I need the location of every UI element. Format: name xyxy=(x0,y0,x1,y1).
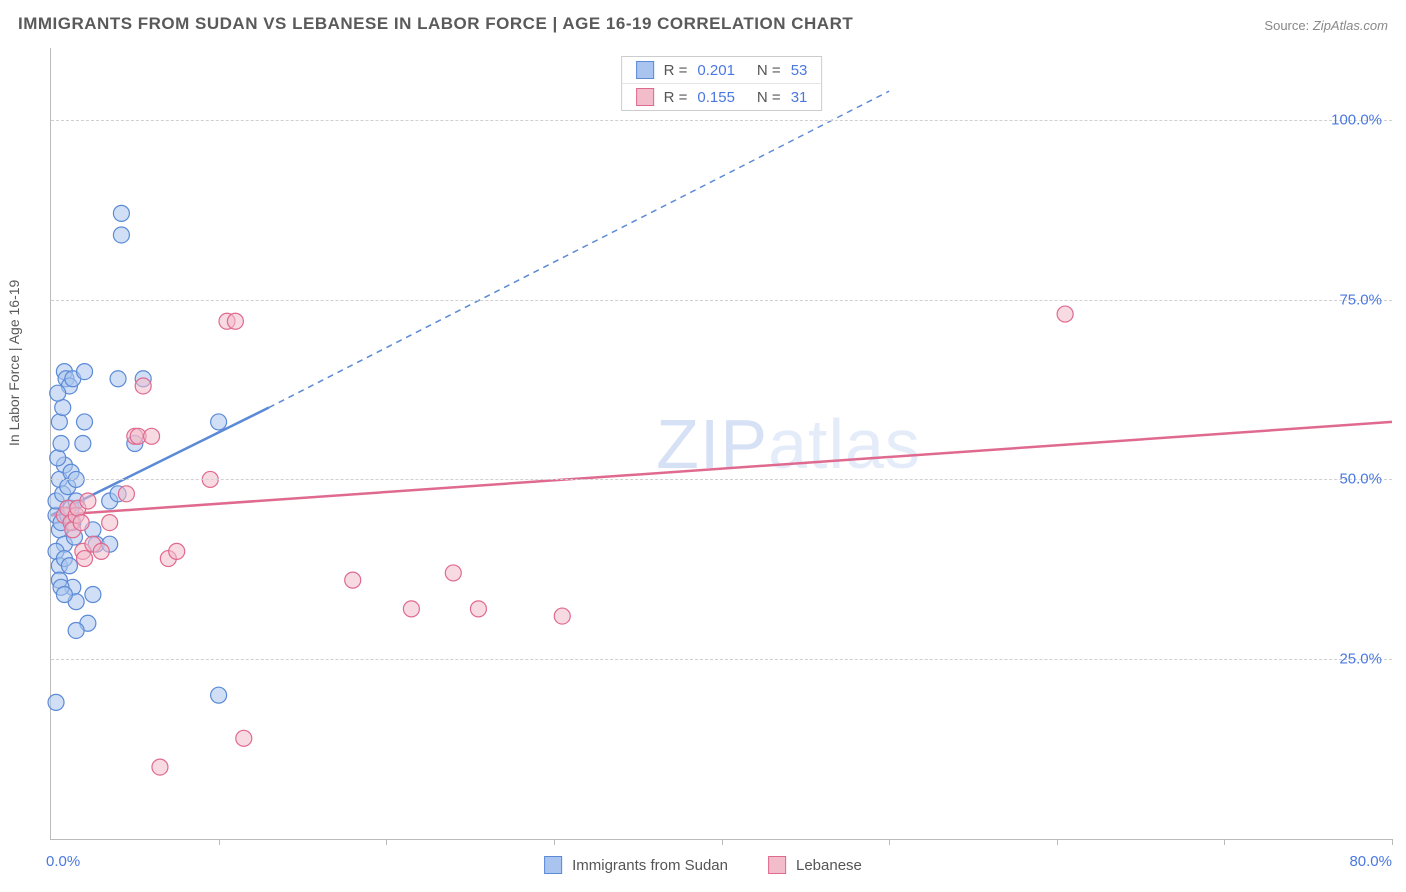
data-point xyxy=(118,486,134,502)
legend-swatch xyxy=(544,856,562,874)
data-point xyxy=(56,587,72,603)
data-point xyxy=(73,515,89,531)
legend-label: Immigrants from Sudan xyxy=(572,857,728,874)
gridline xyxy=(51,659,1392,660)
source-citation: Source: ZipAtlas.com xyxy=(1264,18,1388,33)
data-point xyxy=(48,694,64,710)
legend-swatch xyxy=(768,856,786,874)
bottom-legend: Immigrants from Sudan Lebanese xyxy=(544,856,862,874)
data-point xyxy=(211,687,227,703)
source-label: Source: xyxy=(1264,18,1309,33)
data-point xyxy=(1057,306,1073,322)
data-point xyxy=(113,227,129,243)
stats-n-label: N = xyxy=(757,62,781,79)
stats-r-value: 0.155 xyxy=(697,89,735,106)
legend-item: Immigrants from Sudan xyxy=(544,856,728,874)
y-tick-label: 25.0% xyxy=(1339,651,1382,668)
x-tick xyxy=(889,839,890,845)
legend-swatch xyxy=(636,61,654,79)
data-point xyxy=(93,543,109,559)
x-tick xyxy=(722,839,723,845)
x-axis-min-label: 0.0% xyxy=(46,853,80,870)
legend-swatch xyxy=(636,88,654,106)
legend-label: Lebanese xyxy=(796,857,862,874)
data-point xyxy=(345,572,361,588)
x-tick xyxy=(554,839,555,845)
data-point xyxy=(113,205,129,221)
data-point xyxy=(227,313,243,329)
x-tick xyxy=(219,839,220,845)
y-tick-label: 75.0% xyxy=(1339,291,1382,308)
stats-n-value: 53 xyxy=(791,62,808,79)
data-point xyxy=(554,608,570,624)
data-point xyxy=(61,558,77,574)
gridline xyxy=(51,120,1392,121)
data-point xyxy=(110,371,126,387)
gridline xyxy=(51,479,1392,480)
data-point xyxy=(236,730,252,746)
stats-row: R = 0.201 N = 53 xyxy=(622,57,822,83)
data-point xyxy=(169,543,185,559)
x-axis-max-label: 80.0% xyxy=(1349,853,1392,870)
data-point xyxy=(211,414,227,430)
data-point xyxy=(85,587,101,603)
data-point xyxy=(75,436,91,452)
stats-legend-box: R = 0.201 N = 53 R = 0.155 N = 31 xyxy=(621,56,823,111)
x-tick xyxy=(1057,839,1058,845)
stats-n-value: 31 xyxy=(791,89,808,106)
y-tick-label: 50.0% xyxy=(1339,471,1382,488)
data-point xyxy=(77,414,93,430)
data-point xyxy=(80,493,96,509)
data-point xyxy=(50,385,66,401)
stats-r-label: R = xyxy=(664,62,688,79)
data-point xyxy=(50,450,66,466)
data-point xyxy=(144,428,160,444)
x-tick xyxy=(1224,839,1225,845)
y-tick-label: 100.0% xyxy=(1331,111,1382,128)
scatter-points-layer xyxy=(51,48,1392,839)
stats-r-value: 0.201 xyxy=(697,62,735,79)
data-point xyxy=(68,622,84,638)
data-point xyxy=(53,436,69,452)
x-tick xyxy=(386,839,387,845)
plot-area: ZIPatlas R = 0.201N = 53R = 0.155N = 31 … xyxy=(50,48,1392,840)
data-point xyxy=(152,759,168,775)
x-tick xyxy=(1392,839,1393,845)
gridline xyxy=(51,300,1392,301)
data-point xyxy=(77,364,93,380)
data-point xyxy=(135,378,151,394)
data-point xyxy=(102,515,118,531)
stats-n-label: N = xyxy=(757,89,781,106)
data-point xyxy=(55,400,71,416)
legend-item: Lebanese xyxy=(768,856,862,874)
data-point xyxy=(77,551,93,567)
chart-title: IMMIGRANTS FROM SUDAN VS LEBANESE IN LAB… xyxy=(18,14,853,34)
y-axis-title: In Labor Force | Age 16-19 xyxy=(6,280,22,446)
data-point xyxy=(445,565,461,581)
data-point xyxy=(470,601,486,617)
data-point xyxy=(51,414,67,430)
stats-r-label: R = xyxy=(664,89,688,106)
stats-row: R = 0.155 N = 31 xyxy=(622,83,822,110)
source-value: ZipAtlas.com xyxy=(1313,18,1388,33)
data-point xyxy=(403,601,419,617)
